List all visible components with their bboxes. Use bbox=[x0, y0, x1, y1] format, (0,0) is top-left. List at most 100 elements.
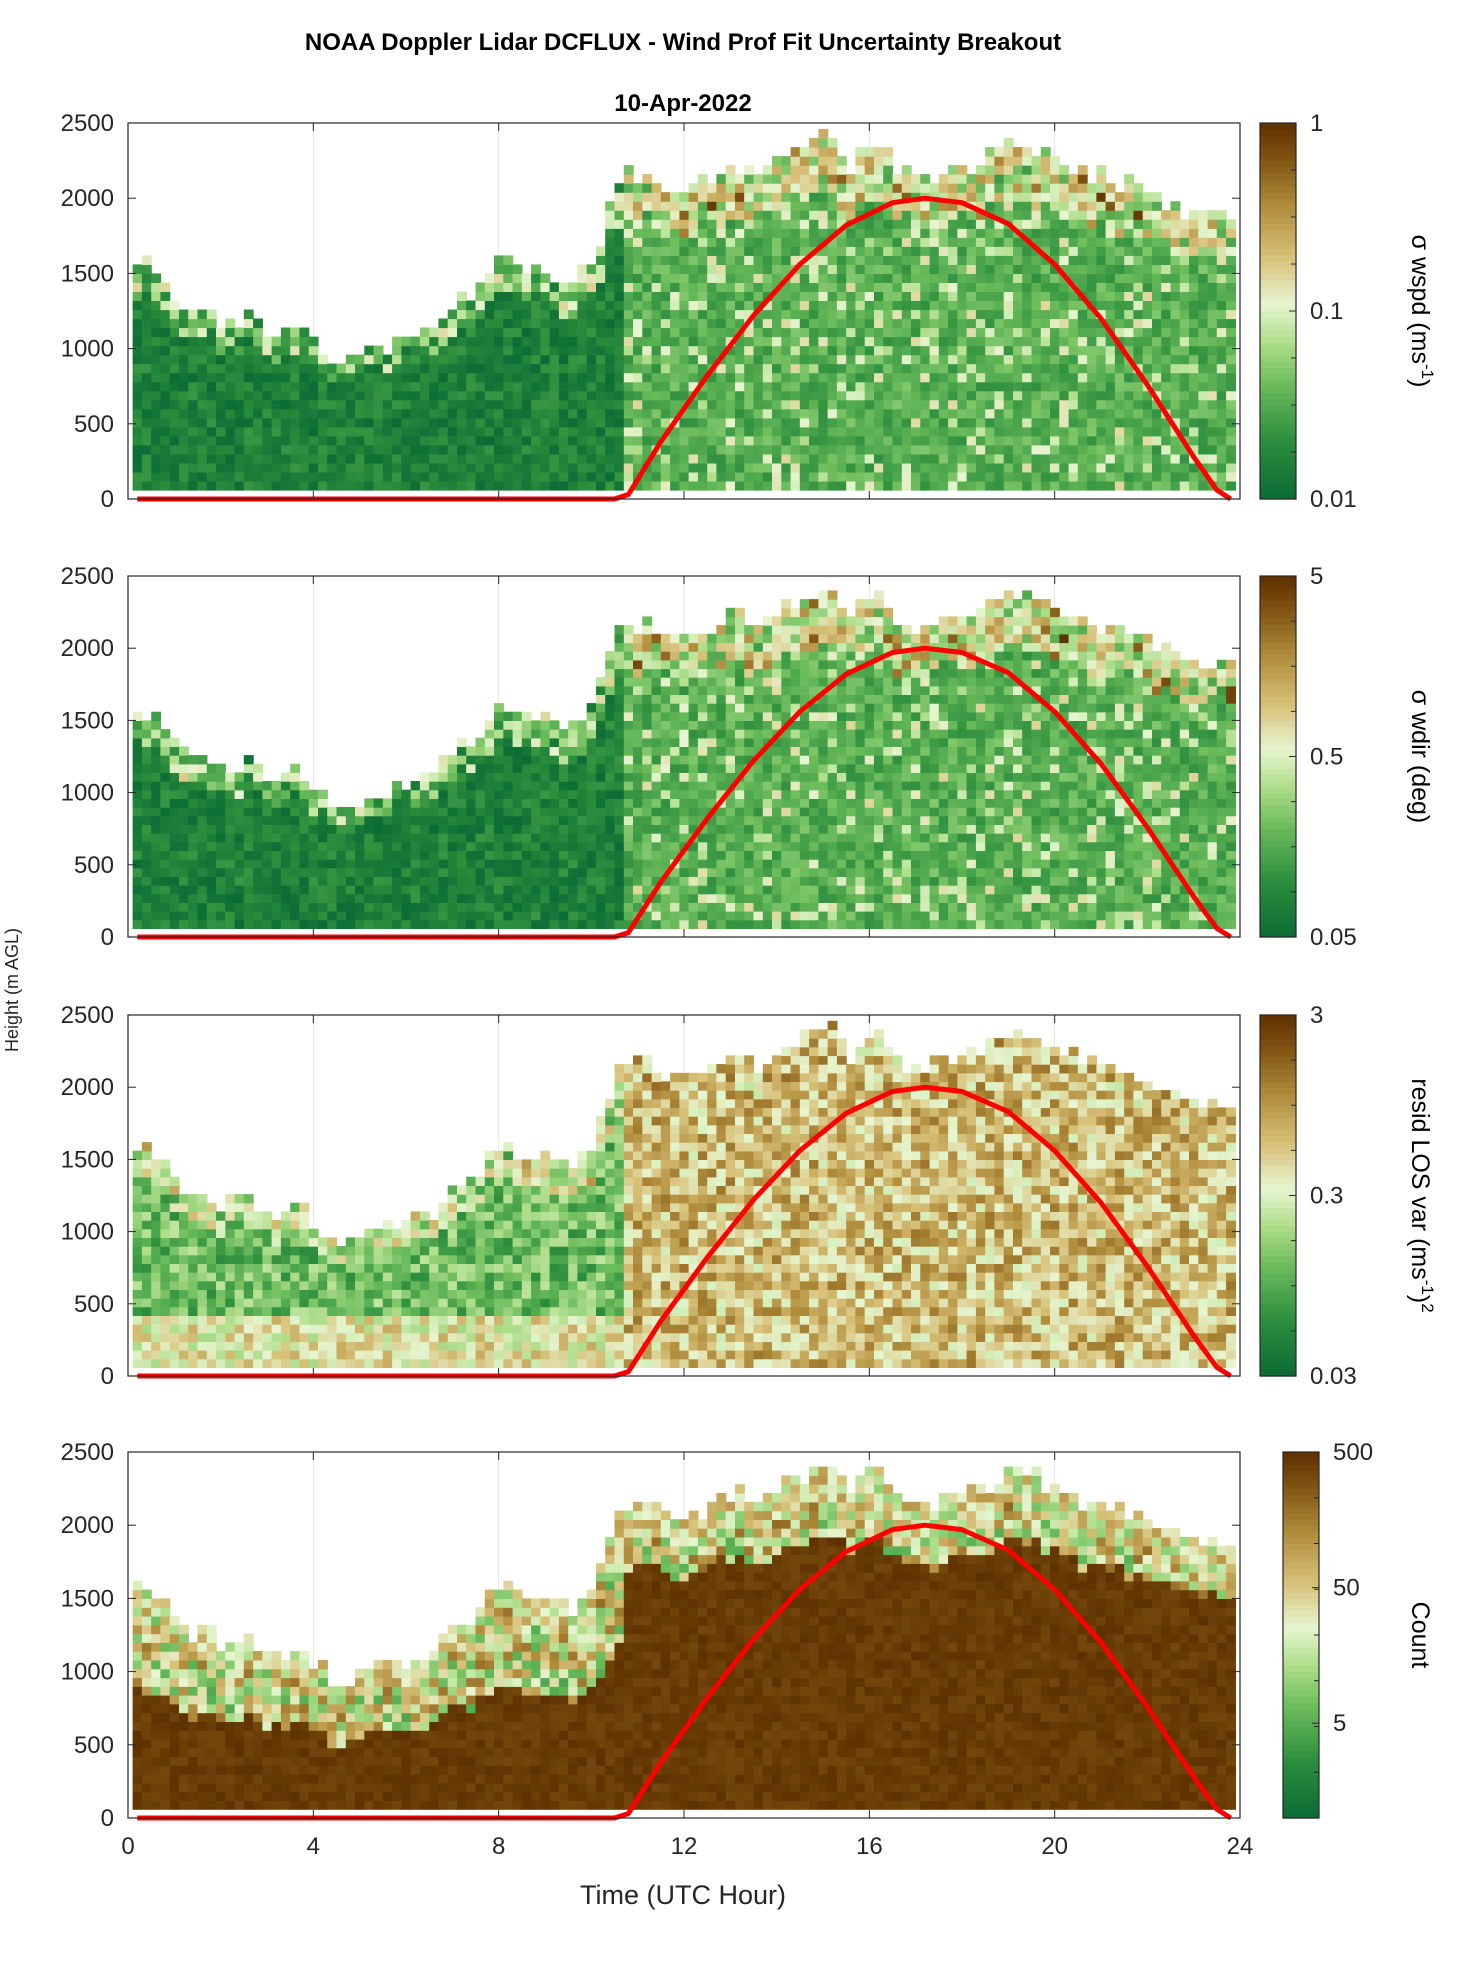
heatmap-cell bbox=[1050, 399, 1060, 410]
heatmap-cell bbox=[1170, 228, 1181, 238]
heatmap-cell bbox=[419, 435, 430, 446]
heatmap-cell bbox=[1161, 336, 1172, 347]
heatmap-cell bbox=[707, 729, 718, 739]
heatmap-cell bbox=[642, 763, 653, 773]
heatmap-cell bbox=[892, 282, 903, 292]
heatmap-cell bbox=[994, 291, 1005, 301]
heatmap-cell bbox=[781, 481, 792, 491]
heatmap-cell bbox=[679, 381, 690, 392]
heatmap-cell bbox=[688, 737, 699, 747]
heatmap-cell bbox=[225, 867, 236, 877]
heatmap-cell bbox=[623, 850, 634, 860]
heatmap-cell bbox=[596, 919, 606, 929]
heatmap-cell bbox=[975, 291, 986, 301]
heatmap-cell bbox=[1207, 264, 1218, 274]
heatmap-cell bbox=[540, 273, 551, 283]
heatmap-cell bbox=[438, 471, 449, 482]
heatmap-cell bbox=[1059, 390, 1070, 401]
heatmap-cell bbox=[1216, 354, 1227, 365]
heatmap-cell bbox=[605, 426, 616, 437]
heatmap-cell bbox=[1179, 327, 1190, 338]
heatmap-cell bbox=[651, 201, 662, 211]
heatmap-cell bbox=[197, 919, 208, 929]
heatmap-cell bbox=[633, 327, 643, 338]
heatmap-cell bbox=[318, 372, 328, 383]
heatmap-cell bbox=[679, 677, 690, 687]
heatmap-cell bbox=[1022, 417, 1033, 428]
heatmap-cell bbox=[438, 444, 449, 455]
colorbar-segment bbox=[1260, 367, 1296, 375]
heatmap-cell bbox=[809, 363, 819, 374]
heatmap-cell bbox=[679, 408, 690, 419]
heatmap-cell bbox=[725, 363, 736, 374]
heatmap-cell bbox=[679, 685, 690, 695]
heatmap-cell bbox=[1068, 174, 1079, 184]
heatmap-cell bbox=[948, 327, 958, 338]
heatmap-cell bbox=[596, 911, 606, 921]
heatmap-cell bbox=[271, 417, 282, 428]
heatmap-cell bbox=[1207, 210, 1218, 220]
heatmap-cell bbox=[688, 273, 699, 283]
heatmap-cell bbox=[234, 399, 245, 410]
heatmap-cell bbox=[1087, 390, 1097, 401]
heatmap-cell bbox=[994, 390, 1005, 401]
heatmap-cell bbox=[883, 300, 894, 311]
heatmap-cell bbox=[1226, 399, 1236, 410]
heatmap-cell bbox=[1142, 481, 1153, 491]
heatmap-cell bbox=[1077, 165, 1088, 175]
heatmap-cell bbox=[901, 237, 912, 247]
heatmap-cell bbox=[725, 201, 736, 211]
heatmap-cell bbox=[660, 219, 671, 229]
heatmap-cell bbox=[707, 850, 718, 860]
heatmap-cell bbox=[141, 435, 152, 446]
heatmap-cell bbox=[216, 417, 226, 428]
heatmap-cell bbox=[605, 291, 616, 301]
heatmap-cell bbox=[596, 694, 606, 704]
heatmap-cell bbox=[169, 763, 180, 773]
heatmap-cell bbox=[197, 755, 208, 765]
heatmap-cell bbox=[549, 471, 560, 482]
heatmap-cell bbox=[1114, 363, 1125, 374]
heatmap-cell bbox=[688, 893, 699, 903]
heatmap-cell bbox=[605, 327, 616, 338]
heatmap-cell bbox=[660, 885, 671, 895]
heatmap-cell bbox=[494, 435, 504, 446]
heatmap-cell bbox=[512, 798, 523, 808]
heatmap-cell bbox=[410, 798, 421, 808]
heatmap-cell bbox=[466, 453, 477, 464]
heatmap-cell bbox=[697, 893, 708, 903]
heatmap-cell bbox=[503, 867, 514, 877]
heatmap-cell bbox=[280, 462, 291, 473]
heatmap-cell bbox=[410, 841, 421, 851]
heatmap-cell bbox=[642, 246, 653, 256]
heatmap-cell bbox=[633, 772, 643, 782]
heatmap-cell bbox=[475, 737, 486, 747]
heatmap-cell bbox=[1059, 165, 1070, 175]
heatmap-cell bbox=[457, 481, 467, 491]
heatmap-cell bbox=[642, 174, 653, 184]
heatmap-cell bbox=[1068, 228, 1079, 238]
heatmap-cell bbox=[725, 183, 736, 193]
heatmap-cell bbox=[948, 201, 958, 211]
heatmap-cell bbox=[512, 833, 523, 843]
heatmap-cell bbox=[1142, 354, 1153, 365]
heatmap-cell bbox=[253, 399, 263, 410]
heatmap-cell bbox=[633, 807, 643, 817]
heatmap-cell bbox=[827, 435, 838, 446]
heatmap-cell bbox=[355, 462, 365, 473]
heatmap-cell bbox=[494, 850, 504, 860]
heatmap-cell bbox=[179, 850, 189, 860]
heatmap-cell bbox=[1133, 237, 1144, 247]
heatmap-cell bbox=[679, 471, 690, 482]
heatmap-cell bbox=[1105, 264, 1116, 274]
heatmap-cell bbox=[299, 399, 310, 410]
heatmap-cell bbox=[707, 183, 718, 193]
heatmap-cell bbox=[531, 807, 541, 817]
heatmap-cell bbox=[447, 859, 458, 869]
heatmap-cell bbox=[419, 772, 430, 782]
heatmap-cell bbox=[735, 453, 745, 464]
heatmap-cell bbox=[355, 850, 365, 860]
heatmap-cell bbox=[716, 417, 727, 428]
heatmap-cell bbox=[697, 737, 708, 747]
heatmap-cell bbox=[586, 408, 597, 419]
